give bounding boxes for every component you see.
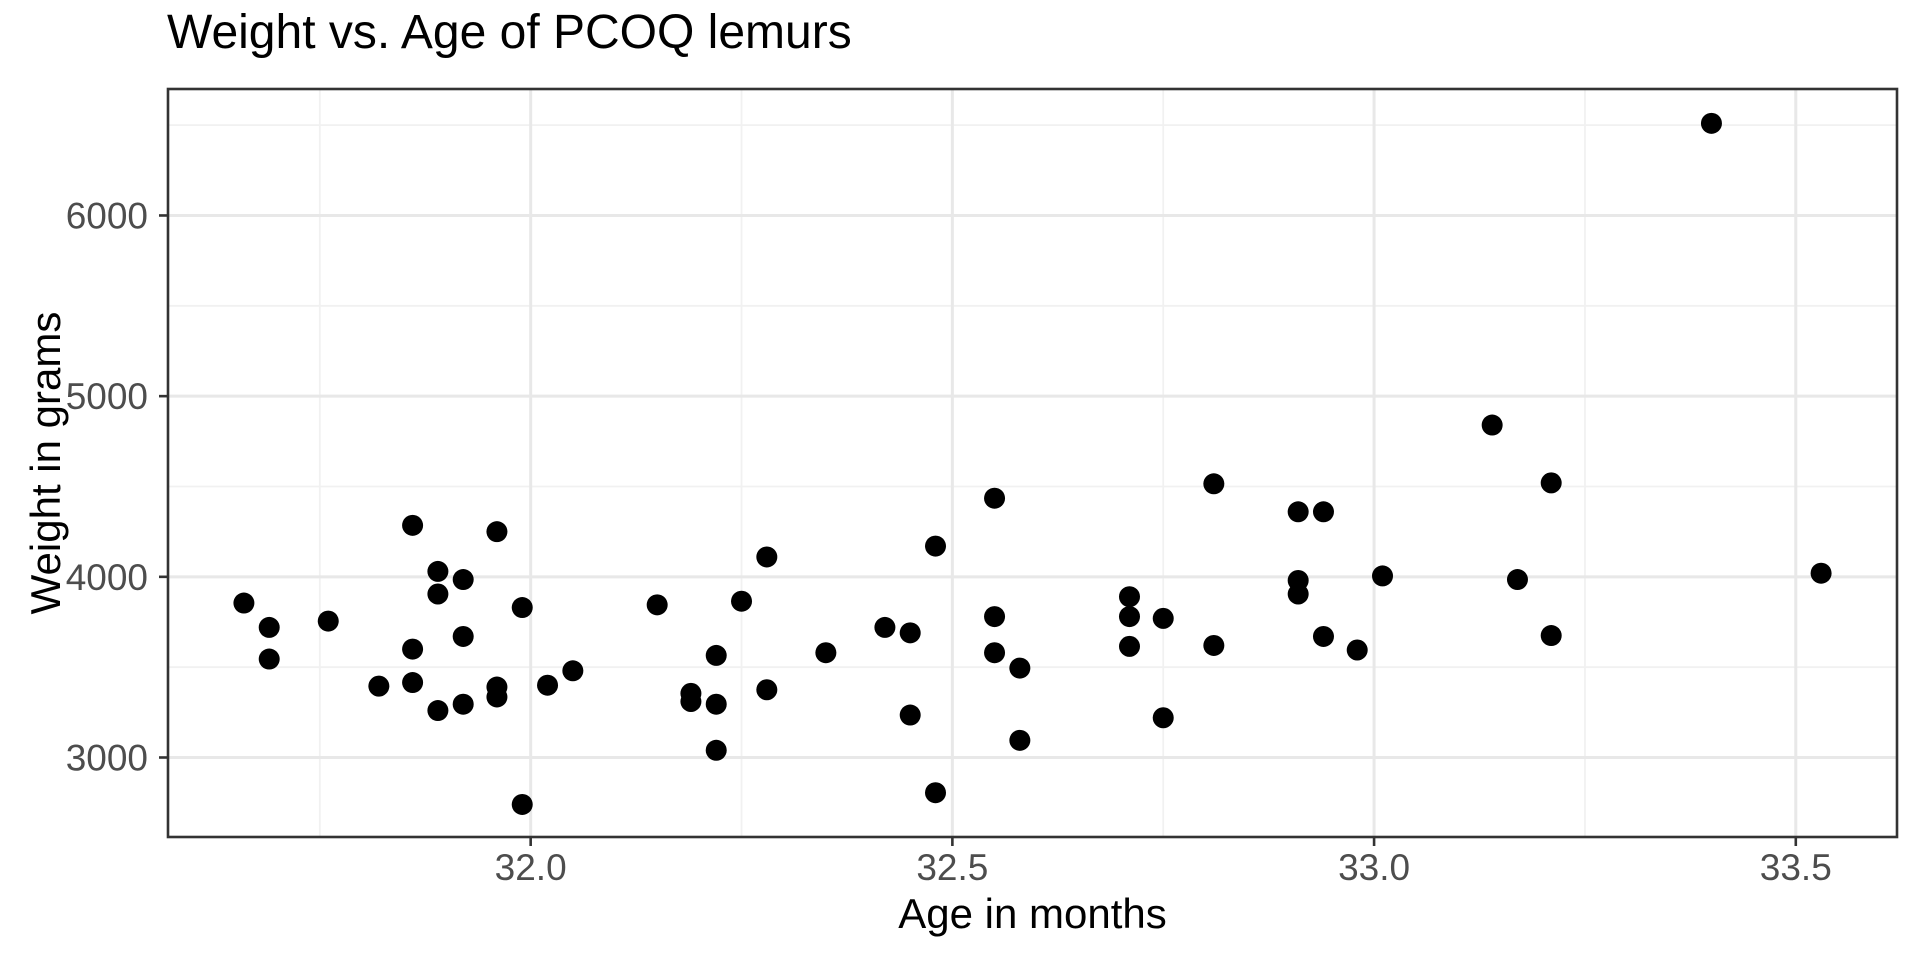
data-point [452,569,474,591]
data-point [756,679,778,701]
data-point [427,700,449,722]
data-point [1700,112,1722,134]
data-point [899,622,921,644]
x-tick-label: 32.0 [495,847,567,888]
data-point [756,546,778,568]
data-point [1203,473,1225,495]
data-point [1152,607,1174,629]
data-point [317,610,339,632]
data-point [1506,569,1528,591]
data-point [874,616,896,638]
data-point [646,594,668,616]
data-point [680,690,702,712]
x-axis-title: Age in months [898,890,1167,937]
data-point [1540,472,1562,494]
data-point [562,660,584,682]
data-point [1540,625,1562,647]
data-point [1810,562,1832,584]
data-point [1118,586,1140,608]
y-tick-label: 4000 [66,557,148,598]
data-point [402,672,424,694]
data-point [1346,639,1368,661]
y-axis-title: Weight in grams [22,311,69,615]
data-point [258,616,280,638]
data-point [427,583,449,605]
data-point [537,674,559,696]
data-point [984,606,1006,628]
data-point [1312,625,1334,647]
x-tick-label: 33.0 [1338,847,1410,888]
y-tick-label: 6000 [66,195,148,236]
data-point [1009,729,1031,751]
data-point [705,644,727,666]
x-tick-label: 33.5 [1760,847,1832,888]
y-tick-label: 3000 [66,738,148,779]
panel-background [168,89,1897,837]
data-point [233,592,255,614]
data-point [368,675,390,697]
data-point [1203,634,1225,656]
data-point [705,739,727,761]
data-point [1287,583,1309,605]
data-point [925,782,947,804]
data-point [1118,635,1140,657]
data-point [486,686,508,708]
data-point [402,638,424,660]
data-point [258,648,280,670]
data-point [731,590,753,612]
data-point [452,693,474,715]
data-point [1152,707,1174,729]
data-point [1312,501,1334,523]
data-point [1372,565,1394,587]
data-point [511,597,533,619]
data-point [984,642,1006,664]
x-tick-label: 32.5 [916,847,988,888]
data-point [1481,414,1503,436]
data-point [486,521,508,543]
data-point [1009,657,1031,679]
data-point [815,642,837,664]
data-point [1287,501,1309,523]
data-point [899,704,921,726]
data-point [1118,606,1140,628]
y-tick-label: 5000 [66,376,148,417]
data-point [705,693,727,715]
data-point [427,560,449,582]
data-point [452,625,474,647]
data-point [511,793,533,815]
data-point [984,487,1006,509]
data-point [402,514,424,536]
data-point [925,535,947,557]
panel-border [166,87,1899,839]
plot-title: Weight vs. Age of PCOQ lemurs [167,6,852,59]
